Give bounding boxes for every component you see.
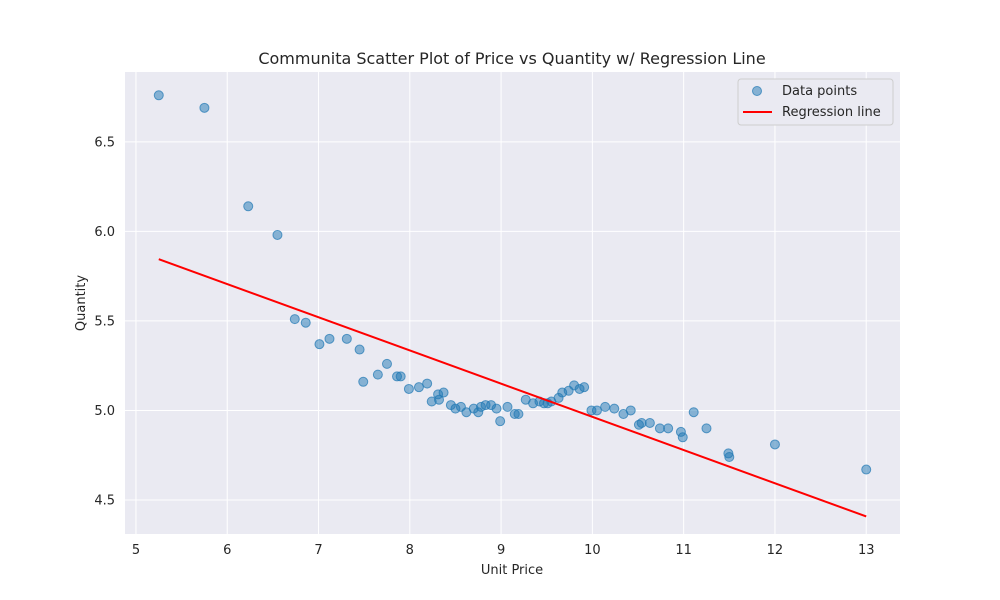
x-tick-label: 5 [132, 543, 140, 558]
x-tick-label: 8 [406, 543, 414, 558]
data-point [609, 403, 620, 414]
legend-label-regression-line: Regression line [782, 105, 881, 120]
x-tick-label: 9 [497, 543, 505, 558]
data-point [677, 432, 688, 443]
data-point [324, 333, 335, 344]
data-point [491, 403, 502, 414]
data-point [358, 376, 369, 387]
data-point [600, 401, 611, 412]
data-point [636, 417, 647, 428]
data-point [861, 464, 872, 475]
y-tick-label: 4.5 [94, 493, 115, 508]
data-point [341, 333, 352, 344]
y-axis-label: Quantity [74, 275, 89, 331]
data-point [314, 339, 325, 350]
data-point [272, 229, 283, 240]
data-point [654, 423, 665, 434]
data-point [372, 369, 383, 380]
data-points [153, 90, 872, 475]
legend-marker-data-points [752, 86, 762, 96]
x-tick-label: 11 [675, 543, 692, 558]
data-point [199, 102, 210, 113]
y-tick-label: 5.0 [94, 404, 115, 419]
data-point [769, 439, 780, 450]
data-point [403, 383, 414, 394]
data-point [395, 371, 406, 382]
data-point [300, 317, 311, 328]
legend-label-data-points: Data points [782, 84, 857, 99]
x-tick-label: 6 [223, 543, 231, 558]
data-point [381, 358, 392, 369]
data-point [591, 405, 602, 416]
data-point [502, 401, 513, 412]
data-point [724, 452, 735, 462]
x-tick-label: 7 [314, 543, 322, 558]
data-point [438, 387, 449, 398]
legend-box [737, 78, 894, 126]
regression-line [158, 258, 867, 518]
data-point [644, 417, 655, 428]
data-point [354, 344, 365, 355]
data-point [495, 416, 506, 427]
y-tick-labels: 4.5 5.0 5.5 6.0 6.5 [94, 135, 115, 508]
data-point [513, 409, 524, 420]
data-point [153, 90, 164, 101]
regression-line-layer [158, 258, 867, 518]
data-point [579, 382, 590, 393]
x-axis-label: Unit Price [481, 563, 543, 578]
data-point [422, 378, 433, 389]
data-point [663, 423, 674, 434]
data-point [701, 423, 712, 434]
y-tick-label: 6.0 [94, 225, 115, 240]
data-point [413, 382, 424, 393]
x-tick-labels: 5 6 7 8 9 10 11 12 13 [132, 543, 875, 558]
x-tick-label: 10 [584, 543, 601, 558]
chart-title: Communita Scatter Plot of Price vs Quant… [258, 49, 765, 68]
data-point [434, 394, 445, 405]
data-point [243, 201, 254, 212]
x-tick-label: 13 [858, 543, 875, 558]
data-point [688, 407, 699, 418]
legend: Data points Regression line [737, 78, 894, 126]
data-point [289, 314, 300, 325]
plot-area [125, 72, 900, 534]
y-tick-label: 5.5 [94, 314, 115, 329]
x-gridlines [135, 72, 867, 534]
x-tick-label: 12 [767, 543, 784, 558]
y-gridlines [125, 141, 900, 501]
data-point [625, 405, 636, 416]
y-tick-label: 6.5 [94, 135, 115, 150]
